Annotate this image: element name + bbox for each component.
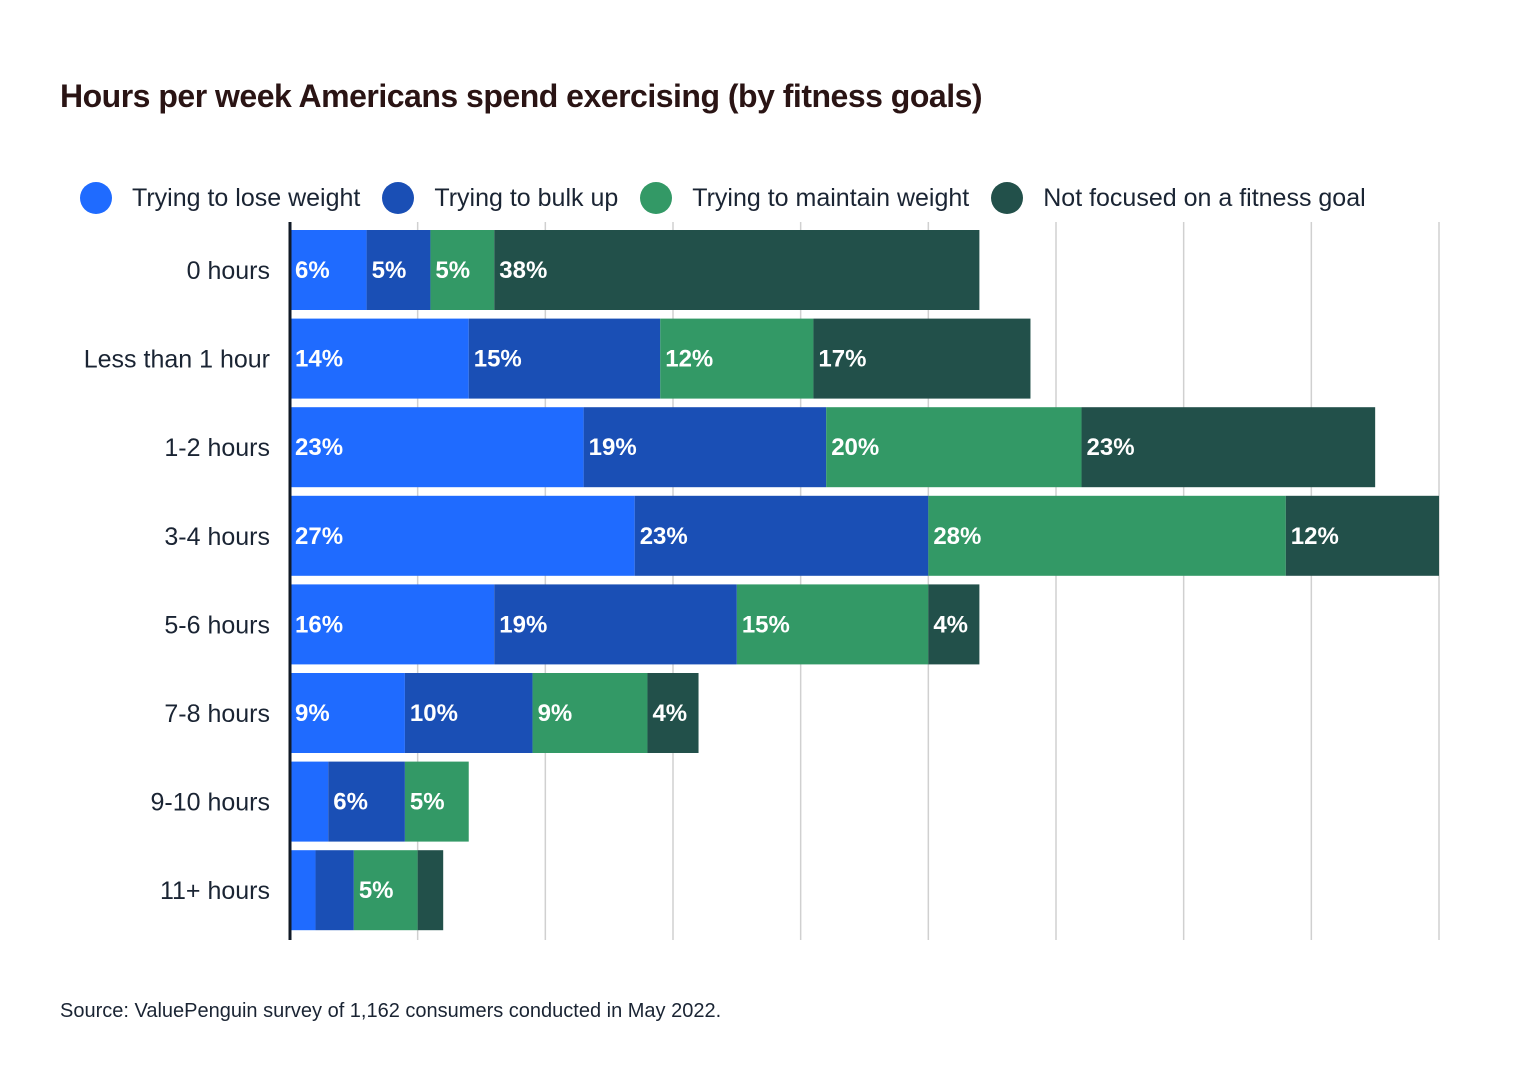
bar-segment: [583, 407, 827, 488]
data-label: 14%: [295, 346, 343, 373]
data-label: 28%: [933, 523, 981, 550]
bar-segment: [647, 673, 699, 753]
bar-segment: [826, 407, 1082, 488]
bar-segment: [404, 761, 469, 842]
data-label: 23%: [295, 434, 343, 461]
bar-segment: [634, 495, 929, 576]
data-label: 12%: [665, 346, 713, 373]
category-label: 5-6 hours: [164, 611, 270, 639]
legend-item: Trying to bulk up: [382, 182, 618, 214]
bar-segment: [813, 318, 1031, 399]
bar-segment: [736, 584, 929, 665]
legend-swatch: [991, 182, 1024, 214]
data-label: 5%: [359, 877, 394, 904]
bar-segment: [290, 761, 329, 842]
bar-segment: [430, 230, 495, 310]
chart-title: Hours per week Americans spend exercisin…: [60, 78, 983, 114]
data-label: 15%: [742, 611, 790, 638]
legend-item: Trying to lose weight: [80, 182, 360, 214]
legend-item: Not focused on a fitness goal: [991, 182, 1366, 214]
data-label: 20%: [831, 434, 879, 461]
data-label: 9%: [295, 700, 330, 727]
bar-segment: [532, 673, 648, 753]
data-label: 5%: [372, 257, 407, 284]
category-label: 1-2 hours: [164, 434, 270, 462]
bar-segment: [417, 850, 444, 931]
data-label: 9%: [538, 700, 573, 727]
bar-segment: [928, 495, 1286, 576]
bar-segment: [290, 850, 316, 931]
data-label: 19%: [499, 611, 547, 638]
bar-segment: [404, 673, 533, 753]
bar-segment: [1285, 495, 1439, 576]
legend-swatch: [382, 182, 415, 214]
category-label: 9-10 hours: [150, 789, 270, 817]
data-label: 27%: [295, 523, 343, 550]
data-label: 10%: [410, 700, 458, 727]
bar-segment: [290, 584, 495, 665]
data-label: 12%: [1291, 523, 1339, 550]
data-label: 4%: [652, 700, 687, 727]
category-label: 3-4 hours: [164, 523, 270, 551]
source-note: Source: ValuePenguin survey of 1,162 con…: [60, 1000, 722, 1022]
legend: Trying to lose weight Trying to bulk up Tr…: [80, 182, 1388, 214]
bar-segment: [290, 407, 584, 488]
bar-segment: [494, 230, 980, 310]
bar-segment: [1081, 407, 1376, 488]
bar-segment: [353, 850, 418, 931]
data-label: 38%: [499, 257, 547, 284]
legend-item: Trying to maintain weight: [640, 182, 969, 214]
data-label: 19%: [589, 434, 637, 461]
bar-segment: [290, 673, 405, 753]
bar-segment: [290, 230, 367, 310]
bar-segment: [290, 318, 469, 399]
bar-segment: [660, 318, 814, 399]
data-label: 5%: [435, 257, 470, 284]
category-label: Less than 1 hour: [84, 346, 270, 374]
data-label: 6%: [295, 257, 330, 284]
category-label: 0 hours: [187, 257, 270, 285]
data-label: 4%: [933, 611, 968, 638]
bar-segment: [328, 761, 405, 842]
bar-segment: [928, 584, 980, 665]
legend-swatch: [80, 182, 112, 214]
bar-segment: [468, 318, 661, 399]
category-label: 11+ hours: [160, 877, 270, 905]
data-label: 5%: [410, 789, 445, 816]
data-label: 15%: [474, 346, 522, 373]
data-label: 23%: [1087, 434, 1135, 461]
bar-segment: [290, 495, 635, 576]
legend-label: Trying to maintain weight: [692, 183, 970, 212]
legend-label: Not focused on a fitness goal: [1043, 183, 1366, 212]
bar-segment: [315, 850, 354, 931]
legend-label: Trying to lose weight: [132, 183, 361, 212]
bar-segment: [494, 584, 737, 665]
legend-swatch: [640, 182, 673, 214]
category-label: 7-8 hours: [164, 700, 270, 728]
data-label: 23%: [640, 523, 688, 550]
data-label: 17%: [818, 346, 866, 373]
bar-segment: [366, 230, 431, 310]
data-label: 6%: [333, 789, 368, 816]
legend-label: Trying to bulk up: [434, 183, 619, 212]
data-label: 16%: [295, 611, 343, 638]
